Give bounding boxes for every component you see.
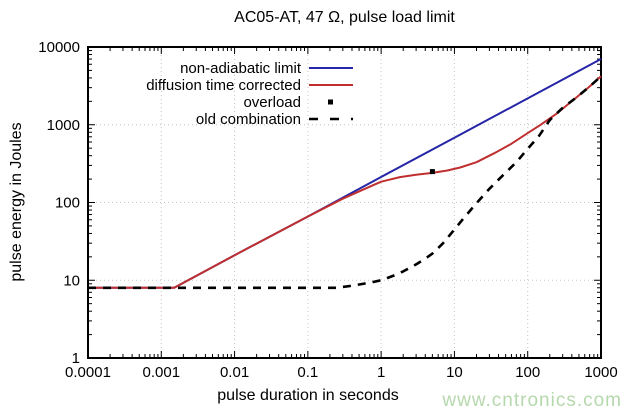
svg-text:0.1: 0.1 (297, 364, 318, 381)
legend-marker-overload (328, 99, 333, 105)
svg-text:1: 1 (377, 364, 385, 381)
legend-item-old-combination: old combination (196, 111, 353, 128)
legend-label-non-adiabatic-limit: non-adiabatic limit (180, 60, 302, 77)
series-diffusion-time-corrected (88, 75, 602, 289)
svg-text:0.001: 0.001 (143, 364, 181, 381)
x-tick-labels: 0.0001 0.001 0.01 0.1 1 10 100 1000 (65, 364, 618, 381)
svg-text:1000: 1000 (47, 117, 80, 134)
y-axis-label: pulse energy in Joules (8, 122, 25, 282)
svg-text:0.0001: 0.0001 (65, 364, 111, 381)
chart-title: AC05-AT, 47 Ω, pulse load limit (234, 9, 455, 26)
svg-text:10: 10 (446, 364, 463, 381)
svg-text:100: 100 (515, 364, 540, 381)
grid-lines (88, 47, 601, 358)
svg-text:100: 100 (55, 195, 80, 212)
svg-text:10: 10 (63, 272, 80, 289)
svg-text:0.01: 0.01 (220, 364, 249, 381)
series-old-combination (88, 75, 602, 290)
legend-item-diffusion-time-corrected: diffusion time corrected (146, 77, 353, 94)
legend-item-non-adiabatic-limit: non-adiabatic limit (180, 60, 353, 77)
legend-label-overload: overload (243, 94, 301, 111)
svg-text:10000: 10000 (38, 39, 80, 56)
watermark: www.cntronics.com (442, 390, 622, 411)
legend-label-diffusion-time-corrected: diffusion time corrected (146, 77, 301, 94)
legend-label-old-combination: old combination (196, 111, 301, 128)
plot-border (87, 46, 602, 359)
y-tick-labels: 1 10 100 1000 10000 (38, 39, 80, 367)
legend-item-overload: overload (243, 94, 333, 111)
x-axis-label: pulse duration in seconds (217, 387, 399, 404)
series-overload (429, 169, 435, 175)
svg-text:1: 1 (72, 350, 80, 367)
svg-text:1000: 1000 (584, 364, 617, 381)
